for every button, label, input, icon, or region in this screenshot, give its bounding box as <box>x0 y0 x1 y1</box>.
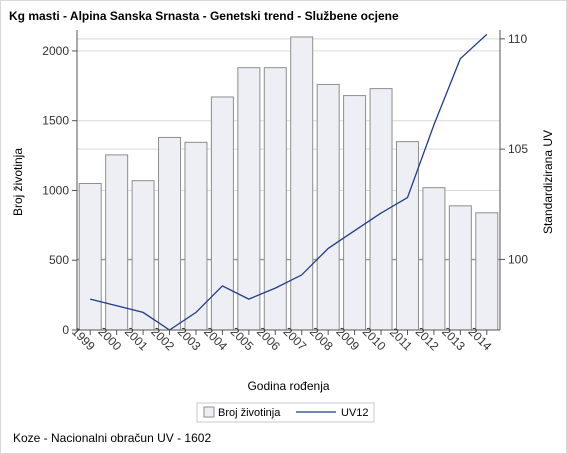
chart-title: Kg masti - Alpina Sanska Srnasta - Genet… <box>9 9 399 23</box>
legend: Broj životinja UV12 <box>196 402 375 423</box>
footnote: Koze - Nacionalni obračun UV - 1602 <box>13 431 212 445</box>
y-tick-label: 0 <box>62 323 69 337</box>
bar <box>343 95 367 331</box>
y-tick-label: 500 <box>49 253 69 267</box>
bar <box>395 141 419 331</box>
legend-bar-swatch <box>203 406 215 418</box>
bars-layer <box>78 36 499 331</box>
y2-axis-label: Standardizirana UV <box>541 130 555 234</box>
bar <box>316 83 340 331</box>
bar <box>475 212 499 331</box>
uv12-line <box>90 33 488 331</box>
line-layer <box>90 33 488 331</box>
bar <box>422 187 446 331</box>
y-tick-label: 1000 <box>42 183 69 197</box>
legend-box <box>196 402 375 423</box>
bar <box>184 141 208 331</box>
x-axis-label: Godina rođenja <box>247 379 329 393</box>
legend-line-label: UV12 <box>341 407 369 419</box>
bar <box>237 67 261 331</box>
bar <box>78 182 102 331</box>
y-tick-label: 1500 <box>42 114 69 128</box>
y-tick-label: 2000 <box>42 44 69 58</box>
y2-tick-label: 105 <box>508 142 528 156</box>
legend-bar-label: Broj životinja <box>218 407 281 419</box>
y2-tick-label: 110 <box>508 32 527 46</box>
y-axis-label: Broj životinja <box>11 148 25 216</box>
bar <box>158 136 182 331</box>
bar <box>290 36 314 331</box>
bar <box>210 96 234 331</box>
y2-tick-label: 100 <box>508 252 528 266</box>
bar <box>131 180 155 331</box>
bar <box>448 205 472 331</box>
